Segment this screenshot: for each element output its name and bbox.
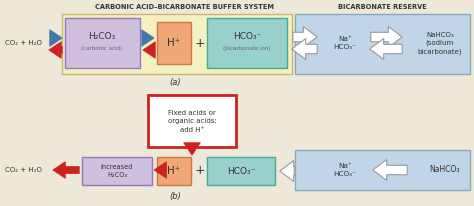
Text: +: + <box>195 165 205 178</box>
Text: CO₂ + H₂O: CO₂ + H₂O <box>5 40 42 46</box>
Text: H₂CO₃: H₂CO₃ <box>88 32 116 41</box>
Text: Na⁺
HCO₃⁻: Na⁺ HCO₃⁻ <box>334 163 356 177</box>
Text: Fixed acids or
organic acids:
add H⁺: Fixed acids or organic acids: add H⁺ <box>168 110 216 132</box>
Text: CO₂ + H₂O: CO₂ + H₂O <box>5 167 42 173</box>
Text: HCO₃⁻: HCO₃⁻ <box>233 32 261 41</box>
FancyBboxPatch shape <box>65 18 140 68</box>
Text: +: + <box>195 36 205 49</box>
Text: (carbonic acid): (carbonic acid) <box>82 46 123 50</box>
Text: H⁺: H⁺ <box>167 38 181 48</box>
FancyBboxPatch shape <box>148 95 236 147</box>
Text: (b): (b) <box>169 192 181 201</box>
Text: Increased
H₂CO₃: Increased H₂CO₃ <box>101 164 133 178</box>
Text: NaHCO₃: NaHCO₃ <box>430 165 460 174</box>
Text: BICARBONATE RESERVE: BICARBONATE RESERVE <box>337 4 427 10</box>
FancyBboxPatch shape <box>295 150 470 190</box>
FancyBboxPatch shape <box>207 18 287 68</box>
Text: CARBONIC ACID–BICARBONATE BUFFER SYSTEM: CARBONIC ACID–BICARBONATE BUFFER SYSTEM <box>95 4 274 10</box>
FancyBboxPatch shape <box>295 14 470 74</box>
Text: H⁺: H⁺ <box>167 166 181 176</box>
FancyBboxPatch shape <box>62 14 292 74</box>
FancyBboxPatch shape <box>82 157 152 185</box>
Text: (a): (a) <box>169 78 181 87</box>
Text: (bicarbonate ion): (bicarbonate ion) <box>223 46 271 50</box>
FancyBboxPatch shape <box>207 157 275 185</box>
Text: NaHCO₃
(sodium
bicarbonate): NaHCO₃ (sodium bicarbonate) <box>418 32 462 55</box>
Text: Na⁺
HCO₃⁻: Na⁺ HCO₃⁻ <box>334 36 356 50</box>
FancyBboxPatch shape <box>157 22 191 64</box>
FancyBboxPatch shape <box>157 157 191 185</box>
Text: HCO₃⁻: HCO₃⁻ <box>227 166 255 176</box>
